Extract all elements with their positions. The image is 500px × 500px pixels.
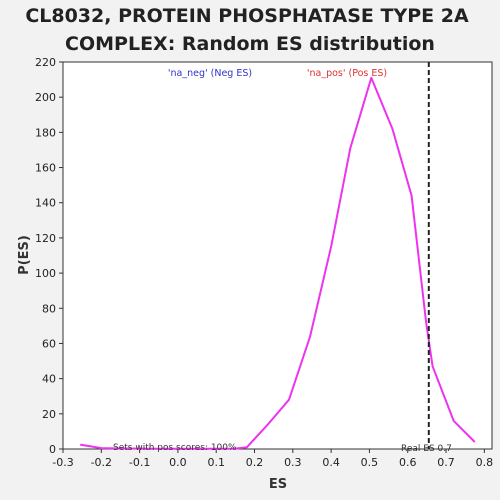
y-tick-label: 140 <box>35 197 56 210</box>
y-tick-label: 20 <box>42 408 56 421</box>
x-tick-label: 0.3 <box>284 456 302 469</box>
x-tick-label: 0.5 <box>361 456 379 469</box>
y-tick-label: 100 <box>35 267 56 280</box>
y-tick-label: 0 <box>49 443 56 456</box>
x-tick-label: 0.4 <box>322 456 340 469</box>
plot-area <box>62 61 493 450</box>
x-axis: -0.3 -0.2 -0.1 0.0 0.1 0.2 0.3 0.4 0.5 0.6 0.7 0.8 <box>52 449 493 469</box>
y-tick-label: 160 <box>35 162 56 175</box>
es-distribution-line <box>80 76 476 450</box>
y-tick-label: 220 <box>35 56 56 69</box>
x-tick-label: -0.1 <box>129 456 150 469</box>
x-tick-label: 0.7 <box>437 456 455 469</box>
pos-scores-annotation: Sets with pos scores: 100% <box>113 443 237 453</box>
x-tick-label: 0.2 <box>246 456 264 469</box>
x-tick-label: 0.1 <box>207 456 225 469</box>
y-tick-label: 200 <box>35 91 56 104</box>
chart-title-line-1: CL8032, PROTEIN PHOSPHATASE TYPE 2A <box>25 5 469 27</box>
x-tick-label: 0.8 <box>476 456 494 469</box>
legend-pos-label: 'na_pos' (Pos ES) <box>307 68 387 79</box>
x-tick-label: -0.3 <box>52 456 73 469</box>
series-layer <box>80 76 476 450</box>
real-es-label: Real ES 0.7 <box>401 444 452 454</box>
y-tick-label: 60 <box>42 337 56 350</box>
x-tick-label: 0.0 <box>169 456 187 469</box>
legend-neg-label: 'na_neg' (Neg ES) <box>168 68 252 79</box>
y-tick-label: 80 <box>42 302 56 315</box>
x-axis-label: ES <box>269 477 287 492</box>
y-axis-label: P(ES) <box>17 235 32 275</box>
y-tick-label: 40 <box>42 373 56 386</box>
y-tick-label: 120 <box>35 232 56 245</box>
x-tick-label: -0.2 <box>91 456 112 469</box>
y-axis: 0 20 40 60 80 100 120 140 160 180 200 220 <box>35 56 63 456</box>
y-tick-label: 180 <box>35 126 56 139</box>
chart-title-line-2: COMPLEX: Random ES distribution <box>65 33 435 55</box>
x-tick-label: 0.6 <box>399 456 417 469</box>
